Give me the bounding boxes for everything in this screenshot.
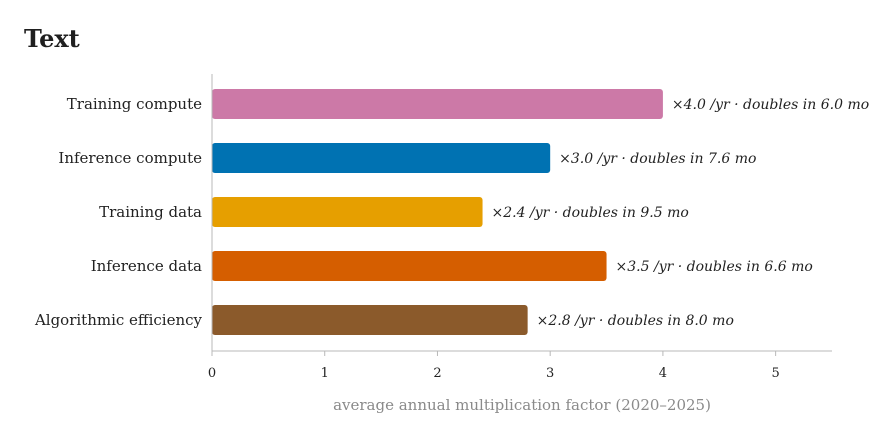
bars-layer: Training compute ×4.0 /yr · doubles in 6.… xyxy=(34,89,869,335)
value-label-2: ×2.4 /yr · doubles in 9.5 mo xyxy=(492,205,689,221)
bar-0 xyxy=(212,89,663,119)
axis-layer: 0 1 2 3 4 5 average annual multiplication fact… xyxy=(208,74,832,414)
x-tick-label-1: 1 xyxy=(321,366,329,381)
category-label-2: Training data xyxy=(99,203,202,221)
category-label-3: Inference data xyxy=(91,257,202,275)
x-tick-label-2: 2 xyxy=(433,366,441,381)
x-tick-label-3: 3 xyxy=(546,366,554,381)
bar-1 xyxy=(212,143,551,173)
category-label-1: Inference compute xyxy=(58,149,202,167)
bar-3 xyxy=(212,251,607,281)
category-label-4: Algorithmic efficiency xyxy=(34,311,203,329)
value-label-4: ×2.8 /yr · doubles in 8.0 mo xyxy=(537,313,734,329)
value-label-1: ×3.0 /yr · doubles in 7.6 mo xyxy=(559,151,756,167)
value-label-3: ×3.5 /yr · doubles in 6.6 mo xyxy=(616,259,813,275)
chart-title: Text xyxy=(24,24,80,53)
bar-2 xyxy=(212,197,483,227)
bar-4 xyxy=(212,305,528,335)
category-label-0: Training compute xyxy=(67,95,202,113)
x-tick-label-0: 0 xyxy=(208,366,216,381)
x-axis-title: average annual multiplication factor (20… xyxy=(333,396,711,414)
x-tick-label-4: 4 xyxy=(659,366,667,381)
value-label-0: ×4.0 /yr · doubles in 6.0 mo xyxy=(672,97,869,113)
x-tick-label-5: 5 xyxy=(771,366,779,381)
